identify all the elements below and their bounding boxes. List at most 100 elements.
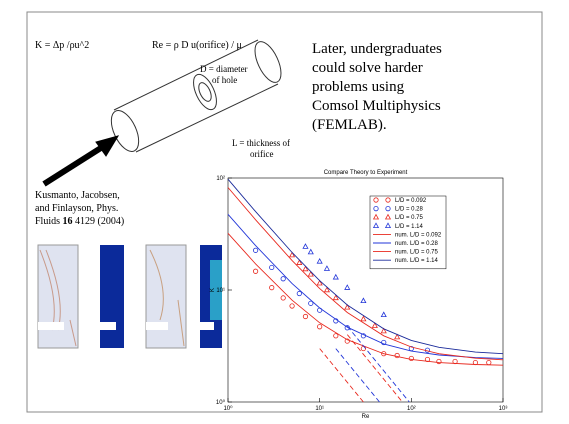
tube-end	[254, 41, 282, 83]
x-tick-label: 10¹	[315, 406, 324, 412]
legend-marker	[372, 222, 380, 228]
data-point	[323, 286, 330, 293]
line-series	[227, 232, 504, 366]
data-point	[408, 355, 414, 362]
legend-marker	[372, 213, 380, 220]
data-point	[360, 297, 367, 304]
data-point	[344, 303, 351, 310]
legend-marker	[384, 222, 392, 228]
text-line: Later, undergraduates	[312, 41, 442, 57]
data-point	[316, 257, 323, 264]
data-point	[302, 313, 309, 320]
diagram-label: orifice	[250, 149, 273, 159]
orifice-hole	[198, 82, 212, 102]
y-tick-label: 10⁰	[216, 399, 226, 406]
flow-image	[145, 244, 187, 349]
formula: K = Δp /ρu^2	[35, 40, 89, 51]
data-point	[302, 243, 309, 249]
chart-title: Compare Theory to Experiment	[324, 170, 408, 176]
data-point	[280, 276, 286, 282]
citation-part: 16	[63, 216, 73, 227]
citation-part: 4129 (2004)	[73, 216, 125, 227]
legend-label: num. L/D = 0.75	[395, 250, 439, 256]
orifice-gap	[146, 322, 168, 330]
line-series	[335, 348, 380, 403]
text-line: problems using	[312, 79, 405, 95]
orifice-gap	[100, 322, 116, 330]
data-point	[316, 279, 323, 286]
citation-line: Kusmanto, Jacobsen,	[35, 190, 120, 201]
data-point	[333, 333, 339, 339]
legend-label: L/D = 0.28	[395, 207, 424, 213]
citation-part: Fluids	[35, 216, 63, 227]
diagram-label: of hole	[212, 75, 237, 85]
text-line: could solve harder	[312, 60, 423, 76]
data-point	[323, 265, 330, 271]
data-point	[344, 338, 350, 344]
data-point	[394, 352, 400, 359]
text-line: Comsol Multiphysics	[312, 98, 441, 114]
data-point	[317, 324, 323, 330]
legend-label: L/D = 0.75	[395, 215, 424, 221]
legend-label: L/D = 1.14	[395, 224, 424, 230]
legend-label: num. L/D = 0.092	[395, 232, 442, 238]
data-point	[360, 315, 367, 322]
legend-label: L/D = 0.092	[395, 198, 427, 204]
data-point	[371, 322, 378, 328]
data-point	[288, 251, 296, 258]
line-series	[346, 334, 403, 403]
data-point	[280, 295, 286, 301]
data-point	[381, 351, 387, 357]
y-tick-label: 10¹	[216, 288, 225, 294]
data-point	[296, 290, 302, 297]
legend-marker	[384, 213, 392, 220]
orifice-gap	[38, 322, 64, 330]
data-point	[394, 333, 401, 340]
data-point	[252, 268, 259, 274]
data-point	[252, 247, 259, 253]
diagram-label: L = thickness of	[232, 138, 290, 148]
line-series	[346, 325, 410, 403]
data-point	[296, 259, 303, 265]
flow-arrow	[42, 143, 106, 187]
plot-area	[227, 177, 504, 403]
legend-label: num. L/D = 0.28	[395, 241, 439, 247]
tube-outline	[113, 39, 279, 153]
data-point	[289, 303, 295, 309]
body-text: Later, undergraduates could solve harder p…	[312, 41, 442, 133]
data-point	[308, 300, 314, 306]
data-point	[269, 264, 275, 271]
x-axis-label: Re	[362, 414, 370, 420]
y-axis-label: K	[210, 288, 216, 292]
orifice	[193, 73, 217, 111]
tube-end	[110, 110, 140, 152]
text-line: (FEMLAB).	[312, 117, 387, 133]
diagram-label: D = diameter	[200, 64, 248, 74]
chart: Compare Theory to Experiment Re K 10⁰ 10¹ 10²…	[210, 170, 507, 420]
flow-region	[210, 260, 222, 320]
orifice-gap	[200, 322, 214, 330]
data-point	[269, 285, 275, 291]
legend-marker	[385, 206, 391, 212]
legend-label: num. L/D = 1.14	[395, 258, 439, 264]
y-tick-label: 10²	[216, 176, 225, 182]
data-point	[302, 265, 309, 272]
orifice-diagram	[42, 39, 282, 187]
citation-line: Fluids 16 4129 (2004)	[35, 216, 124, 227]
data-point	[307, 248, 314, 255]
x-tick-label: 10⁰	[223, 405, 233, 412]
data-point	[332, 294, 339, 301]
flow-images	[37, 244, 222, 349]
line-series	[227, 187, 504, 361]
data-point	[380, 311, 387, 318]
data-point	[380, 327, 387, 334]
citation: Kusmanto, Jacobsen, and Finlayson, Phys.	[35, 190, 120, 214]
x-tick-label: 10²	[407, 406, 416, 412]
line-series	[227, 178, 504, 355]
streamlines	[149, 249, 185, 347]
formula: Re = ρ D u(orifice) / μ	[152, 40, 242, 51]
data-point	[436, 358, 442, 365]
flow-image	[100, 245, 124, 348]
data-point	[332, 273, 339, 280]
